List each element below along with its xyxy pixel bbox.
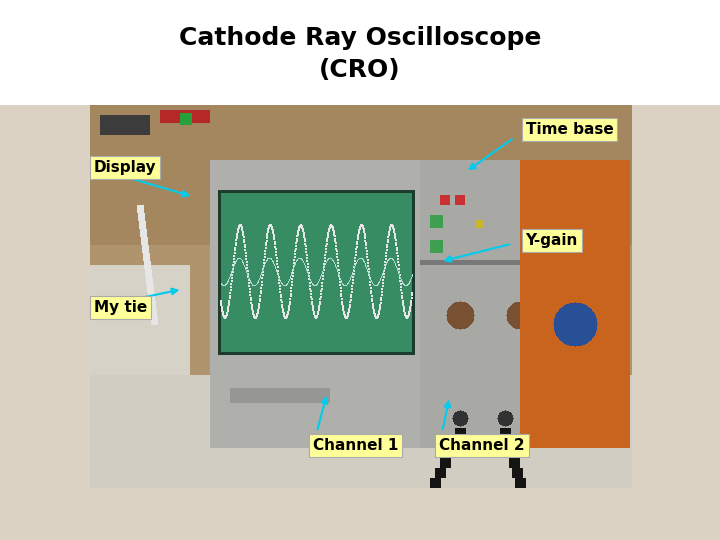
Text: Time base: Time base [526,122,613,137]
Text: Channel 2: Channel 2 [439,438,525,453]
Text: My tie: My tie [94,300,147,315]
Text: (CRO): (CRO) [319,58,401,82]
Text: Y-gain: Y-gain [526,233,578,248]
Text: Display: Display [94,160,156,175]
Text: Cathode Ray Oscilloscope: Cathode Ray Oscilloscope [179,26,541,50]
Text: Channel 1: Channel 1 [313,438,399,453]
FancyBboxPatch shape [0,0,720,105]
